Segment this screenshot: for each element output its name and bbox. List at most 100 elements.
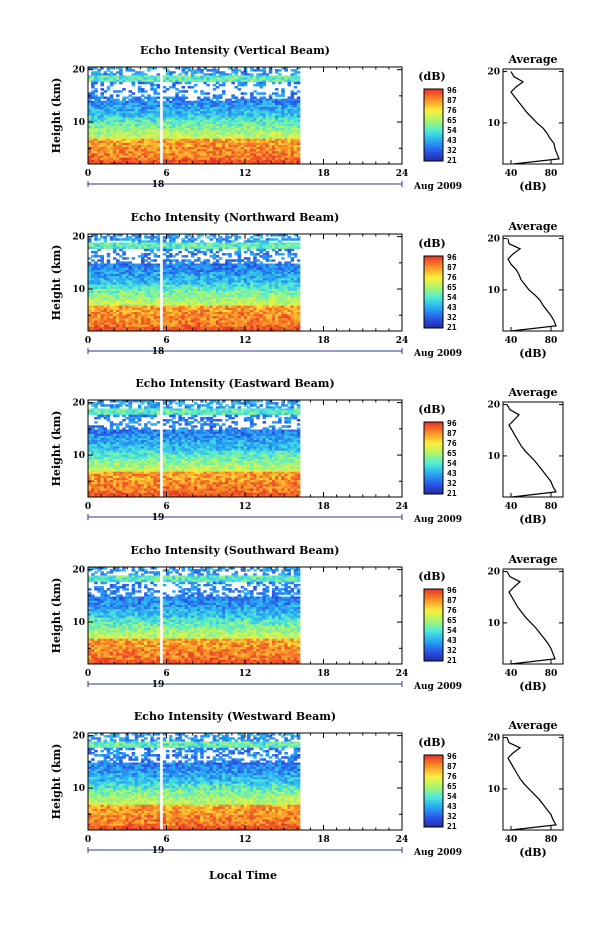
echo-heatmap <box>88 567 301 665</box>
x-tick-label: 0 <box>85 169 91 179</box>
x-tick-label: 6 <box>163 835 169 845</box>
colorbar-tick-label: 54 <box>447 293 457 302</box>
colorbar-tick-label: 43 <box>447 636 457 645</box>
x-tick-label: 24 <box>396 669 409 679</box>
x-tick-label: 18 <box>317 835 330 845</box>
x-tick-label: 12 <box>239 169 252 179</box>
date-label: Aug 2009 <box>413 349 462 359</box>
x-tick-label: 6 <box>163 502 169 512</box>
panel-title: Echo Intensity (Eastward Beam) <box>135 377 334 390</box>
colorbar-tick-label: 54 <box>447 626 457 635</box>
echo-heatmap <box>88 733 301 831</box>
colorbar-tick-label: 21 <box>447 489 457 498</box>
y-tick-label: 10 <box>72 118 85 128</box>
average-profile-line <box>510 71 560 165</box>
colorbar-tick-label: 43 <box>447 802 457 811</box>
colorbar-tick-label: 76 <box>447 273 457 282</box>
y-tick-label: 20 <box>72 732 85 742</box>
colorbar-tick-label: 21 <box>447 156 457 165</box>
x-tick-label: 18 <box>317 336 330 346</box>
colorbar-tick-label: 96 <box>447 586 457 595</box>
colorbar-frame <box>423 754 444 828</box>
colorbar <box>424 256 443 329</box>
date-label: Aug 2009 <box>413 682 462 692</box>
colorbar-tick-label: 76 <box>447 772 457 781</box>
y-tick-label: 20 <box>72 566 85 576</box>
panel-3: Echo Intensity (Eastward Beam) 10 20 0 6 12 18… <box>50 377 564 526</box>
y-tick-label: 10 <box>72 618 85 628</box>
average-y-tick-label: 20 <box>487 235 500 245</box>
average-x-label: (dB) <box>519 846 546 859</box>
average-y-tick-label: 20 <box>487 401 500 411</box>
average-y-tick-label: 10 <box>487 452 500 462</box>
y-tick-label: 20 <box>72 233 85 243</box>
colorbar <box>424 422 443 495</box>
x-tick-label: 12 <box>239 835 252 845</box>
average-x-tick-label: 80 <box>545 169 558 179</box>
average-title: Average <box>507 53 557 66</box>
colorbar-tick-label: 21 <box>447 323 457 332</box>
x-tick-label: 18 <box>317 502 330 512</box>
colorbar-tick-label: 65 <box>447 116 457 125</box>
colorbar-frame <box>423 88 444 162</box>
colorbar-tick-label: 32 <box>447 812 457 821</box>
colorbar-tick-label: 96 <box>447 253 457 262</box>
average-x-tick-label: 40 <box>505 669 518 679</box>
day-label: 19 <box>152 680 165 690</box>
x-tick-label: 24 <box>396 835 409 845</box>
x-tick-label: 18 <box>317 169 330 179</box>
colorbar-tick-label: 32 <box>447 646 457 655</box>
colorbar-tick-label: 43 <box>447 136 457 145</box>
average-x-tick-label: 80 <box>545 336 558 346</box>
colorbar-unit: (dB) <box>418 237 445 250</box>
colorbar-tick-label: 76 <box>447 106 457 115</box>
panel-1: Echo Intensity (Vertical Beam) 10 20 0 6 12 18… <box>50 44 564 193</box>
average-y-tick-label: 10 <box>487 619 500 629</box>
echo-heatmap <box>88 400 301 498</box>
average-y-tick-label: 10 <box>487 119 500 129</box>
day-label: 19 <box>152 513 165 523</box>
average-x-tick-label: 40 <box>505 169 518 179</box>
x-tick-label: 0 <box>85 669 91 679</box>
colorbar-tick-label: 87 <box>447 96 457 105</box>
x-tick-label: 18 <box>317 669 330 679</box>
panel-title: Echo Intensity (Northward Beam) <box>131 211 340 224</box>
average-y-tick-label: 20 <box>487 68 500 78</box>
y-tick-label: 20 <box>72 66 85 76</box>
colorbar-unit: (dB) <box>418 403 445 416</box>
average-y-tick-label: 10 <box>487 286 500 296</box>
colorbar-tick-label: 96 <box>447 86 457 95</box>
x-tick-label: 24 <box>396 169 409 179</box>
average-title: Average <box>507 553 557 566</box>
colorbar-tick-label: 43 <box>447 303 457 312</box>
colorbar-frame <box>423 255 444 329</box>
y-axis-label: Height (km) <box>50 78 63 154</box>
colorbar-tick-label: 87 <box>447 762 457 771</box>
average-x-label: (dB) <box>519 513 546 526</box>
colorbar-tick-label: 54 <box>447 792 457 801</box>
average-x-tick-label: 40 <box>505 835 518 845</box>
colorbar-tick-label: 65 <box>447 782 457 791</box>
average-profile-line <box>506 737 557 831</box>
colorbar-tick-label: 43 <box>447 469 457 478</box>
x-tick-label: 0 <box>85 835 91 845</box>
panel-5: Echo Intensity (Westward Beam) 10 20 0 6 12 18… <box>50 710 564 859</box>
x-tick-label: 6 <box>163 169 169 179</box>
x-tick-label: 0 <box>85 502 91 512</box>
average-x-label: (dB) <box>519 680 546 693</box>
x-axis-label: Local Time <box>209 869 277 882</box>
day-label: 19 <box>152 846 165 856</box>
colorbar <box>424 589 443 662</box>
echo-heatmap <box>88 234 301 332</box>
panel-2: Echo Intensity (Northward Beam) 10 20 0 6 12 1… <box>50 211 564 360</box>
colorbar-tick-label: 96 <box>447 419 457 428</box>
colorbar-tick-label: 21 <box>447 656 457 665</box>
colorbar <box>424 89 443 162</box>
colorbar-tick-label: 87 <box>447 263 457 272</box>
average-frame <box>502 568 564 665</box>
colorbar-tick-label: 96 <box>447 752 457 761</box>
average-frame <box>502 734 564 831</box>
x-tick-label: 24 <box>396 502 409 512</box>
panel-title: Echo Intensity (Westward Beam) <box>134 710 336 723</box>
colorbar-tick-label: 21 <box>447 822 457 831</box>
